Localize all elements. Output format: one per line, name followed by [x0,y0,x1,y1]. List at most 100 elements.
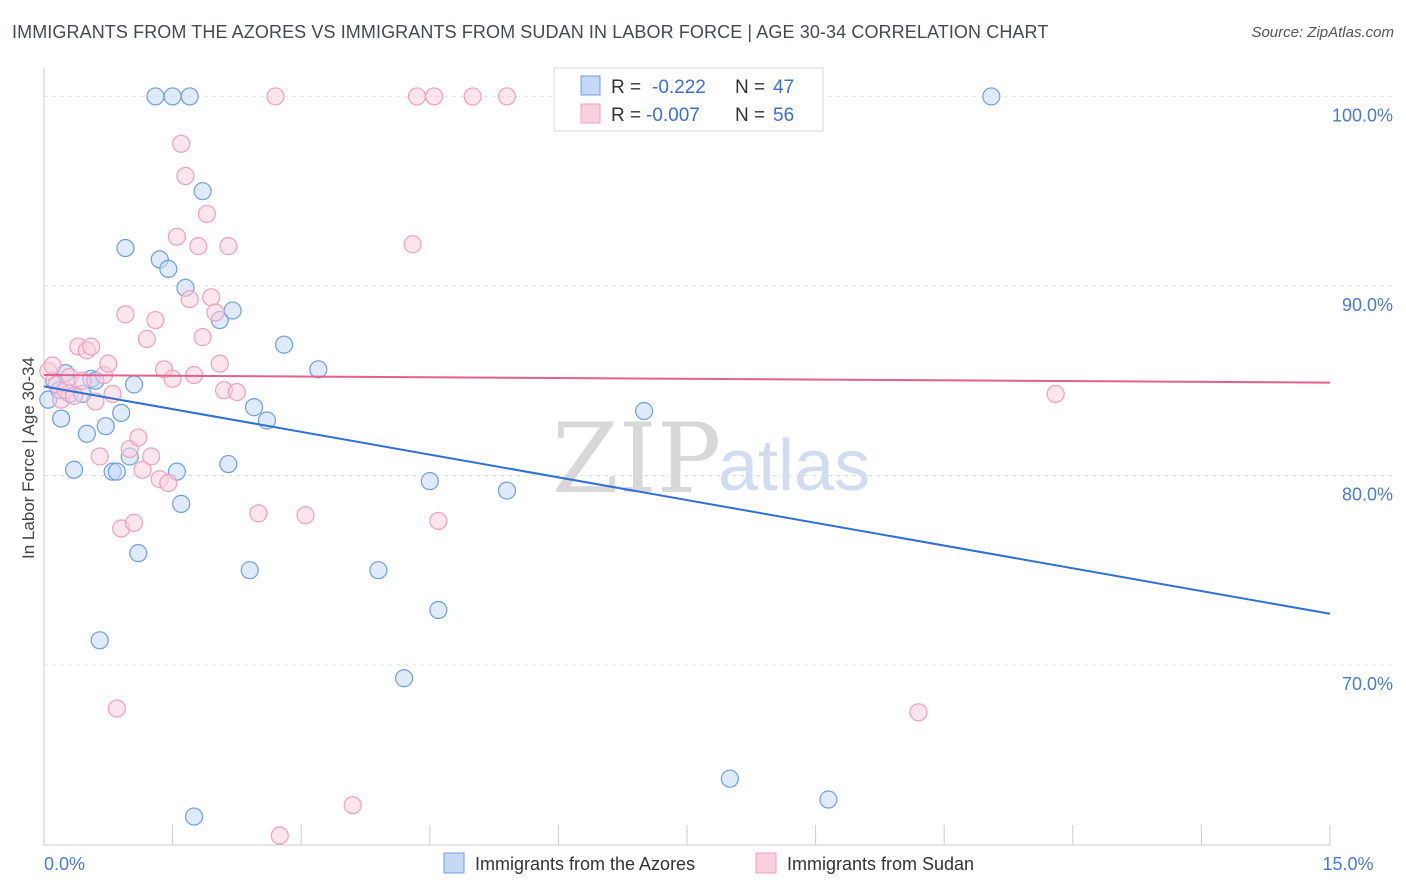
y-tick-label-0: 100.0% [1332,105,1393,125]
x-ticks [172,825,1331,845]
sudan-point-47 [296,506,315,525]
y-axis-label: In Labor Force | Age 30-34 [19,357,38,559]
sudan-point-33 [180,290,199,309]
stats-n-value-azores: 47 [773,77,794,98]
azores-point-27 [180,87,199,106]
stats-r-value-sudan: -0.007 [646,105,700,126]
stats-n-label-azores: N = [735,77,765,98]
sudan-point-31 [172,134,191,153]
sudan-point-54 [497,87,517,106]
azores-point-29 [193,182,212,201]
x-tick-label-1: 15.0% [1322,854,1373,874]
sudan-point-46 [270,826,289,845]
watermark: ZIP atlas [552,403,870,515]
sudan-trend-line [43,374,1331,384]
legend-label-sudan: Immigrants from Sudan [787,854,974,874]
sudan-point-49 [403,235,422,254]
legend-label-azores: Immigrants from the Azores [475,854,695,874]
azores-point-20 [146,87,165,106]
sudan-point-38 [202,288,221,307]
sudan-point-36 [193,328,212,347]
stats-swatch-sudan [580,103,601,124]
azores-trend-line [43,385,1331,615]
stats-n-label-sudan: N = [735,105,765,126]
sudan-point-40 [210,354,229,373]
y-tick-label-2: 80.0% [1342,484,1393,504]
legend-swatch-azores [443,852,465,874]
azores-point-6 [64,460,84,479]
sudan-point-25 [146,310,165,330]
sudan-point-30 [167,227,186,246]
trend-lines [43,374,1331,615]
azores-point-40 [420,472,439,491]
sudan-point-28 [159,473,178,493]
azores-point-14 [107,462,126,481]
sudan-point-55 [909,703,928,722]
y-tick-label-1: 90.0% [1342,295,1393,315]
sudan-point-48 [343,796,362,815]
azores-point-31 [219,454,238,474]
azores-point-11 [90,631,109,650]
sudan-point-8 [73,371,92,390]
sudan-point-52 [429,511,448,531]
stats-r-label-azores: R = [611,77,641,98]
x-tick-labels: 0.0% 15.0% [44,854,1374,874]
azores-point-37 [309,360,328,379]
azores-point-3 [52,409,71,428]
azores-point-32 [223,301,242,320]
sudan-point-20 [124,513,144,532]
azores-point-8 [77,424,96,443]
azores-point-44 [720,769,739,788]
azores-point-23 [163,87,182,106]
chart-source: Source: ZipAtlas.com [1251,24,1394,41]
azores-point-36 [274,335,294,354]
legend-swatch-sudan [755,852,777,874]
sudan-point-21 [129,428,148,447]
sudan-point-1 [43,356,62,375]
sudan-point-32 [176,166,195,186]
sudan-point-16 [107,699,126,718]
azores-point-42 [497,481,517,500]
y-tick-label-3: 70.0% [1342,674,1393,694]
azores-point-34 [244,398,264,417]
data-points [39,87,1065,845]
sudan-point-10 [82,337,101,356]
sudan-point-43 [227,382,246,402]
sudan-point-53 [463,87,482,106]
stats-legend: R = -0.222 N = 47 R = -0.007 N = 56 [553,67,824,132]
sudan-point-22 [133,460,152,479]
azores-point-22 [159,259,178,278]
sudan-point-11 [86,392,105,411]
bottom-legend: Immigrants from the Azores Immigrants fr… [443,852,974,874]
sudan-point-12 [90,447,109,466]
stats-r-value-azores: -0.222 [652,77,706,98]
azores-point-45 [819,790,838,809]
sudan-point-56 [1046,384,1065,404]
sudan-point-51 [424,87,444,106]
azores-point-28 [184,807,204,826]
sudan-point-14 [99,354,118,373]
sudan-point-42 [219,237,238,256]
azores-point-38 [369,561,388,580]
y-tick-labels: 100.0% 90.0% 80.0% 70.0% [1332,105,1393,694]
gridlines [44,95,1392,666]
azores-point-41 [429,600,448,620]
stats-swatch-azores [580,75,601,96]
watermark-zip: ZIP [552,403,721,515]
stats-n-value-sudan: 56 [773,105,794,126]
azores-point-15 [112,403,131,423]
watermark-atlas: atlas [718,426,870,506]
azores-point-16 [116,238,135,258]
azores-point-12 [96,417,115,436]
sudan-point-39 [206,303,225,322]
sudan-point-37 [197,204,216,224]
sudan-point-44 [249,504,268,523]
azores-point-18 [124,375,144,394]
azores-point-33 [240,561,259,580]
chart-title: IMMIGRANTS FROM THE AZORES VS IMMIGRANTS… [12,22,1049,42]
stats-r-label-sudan: R = [611,105,641,126]
sudan-point-35 [189,237,208,256]
sudan-point-18 [116,305,135,324]
azores-point-46 [982,87,1001,106]
